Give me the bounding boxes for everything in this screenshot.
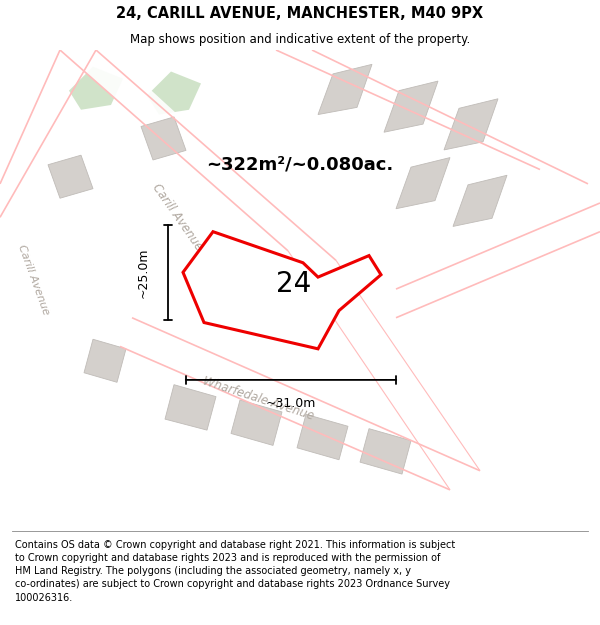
Polygon shape (360, 429, 411, 474)
Polygon shape (54, 45, 342, 265)
Polygon shape (183, 232, 381, 349)
Text: Wharfedale Avenue: Wharfedale Avenue (201, 375, 315, 423)
Text: ~31.0m: ~31.0m (266, 397, 316, 409)
Polygon shape (318, 64, 372, 114)
Polygon shape (282, 45, 594, 189)
Text: Map shows position and indicative extent of the property.: Map shows position and indicative extent… (130, 34, 470, 46)
Polygon shape (141, 117, 186, 160)
Polygon shape (384, 81, 438, 132)
Text: Carill Avenue: Carill Avenue (16, 243, 50, 316)
Text: 24, CARILL AVENUE, MANCHESTER, M40 9PX: 24, CARILL AVENUE, MANCHESTER, M40 9PX (116, 6, 484, 21)
Polygon shape (231, 400, 282, 446)
Polygon shape (48, 155, 93, 198)
Polygon shape (147, 71, 201, 114)
Polygon shape (84, 339, 126, 382)
Polygon shape (165, 384, 216, 430)
Text: Carill Avenue: Carill Avenue (149, 181, 205, 253)
Polygon shape (297, 414, 348, 460)
Text: 24: 24 (277, 270, 311, 298)
Text: Contains OS data © Crown copyright and database right 2021. This information is : Contains OS data © Crown copyright and d… (15, 540, 455, 602)
Polygon shape (453, 175, 507, 226)
Polygon shape (444, 99, 498, 150)
Polygon shape (396, 158, 450, 209)
Polygon shape (126, 318, 486, 494)
Text: ~25.0m: ~25.0m (137, 247, 150, 298)
Polygon shape (69, 67, 123, 110)
Text: ~322m²/~0.080ac.: ~322m²/~0.080ac. (206, 156, 394, 174)
Polygon shape (0, 45, 60, 222)
